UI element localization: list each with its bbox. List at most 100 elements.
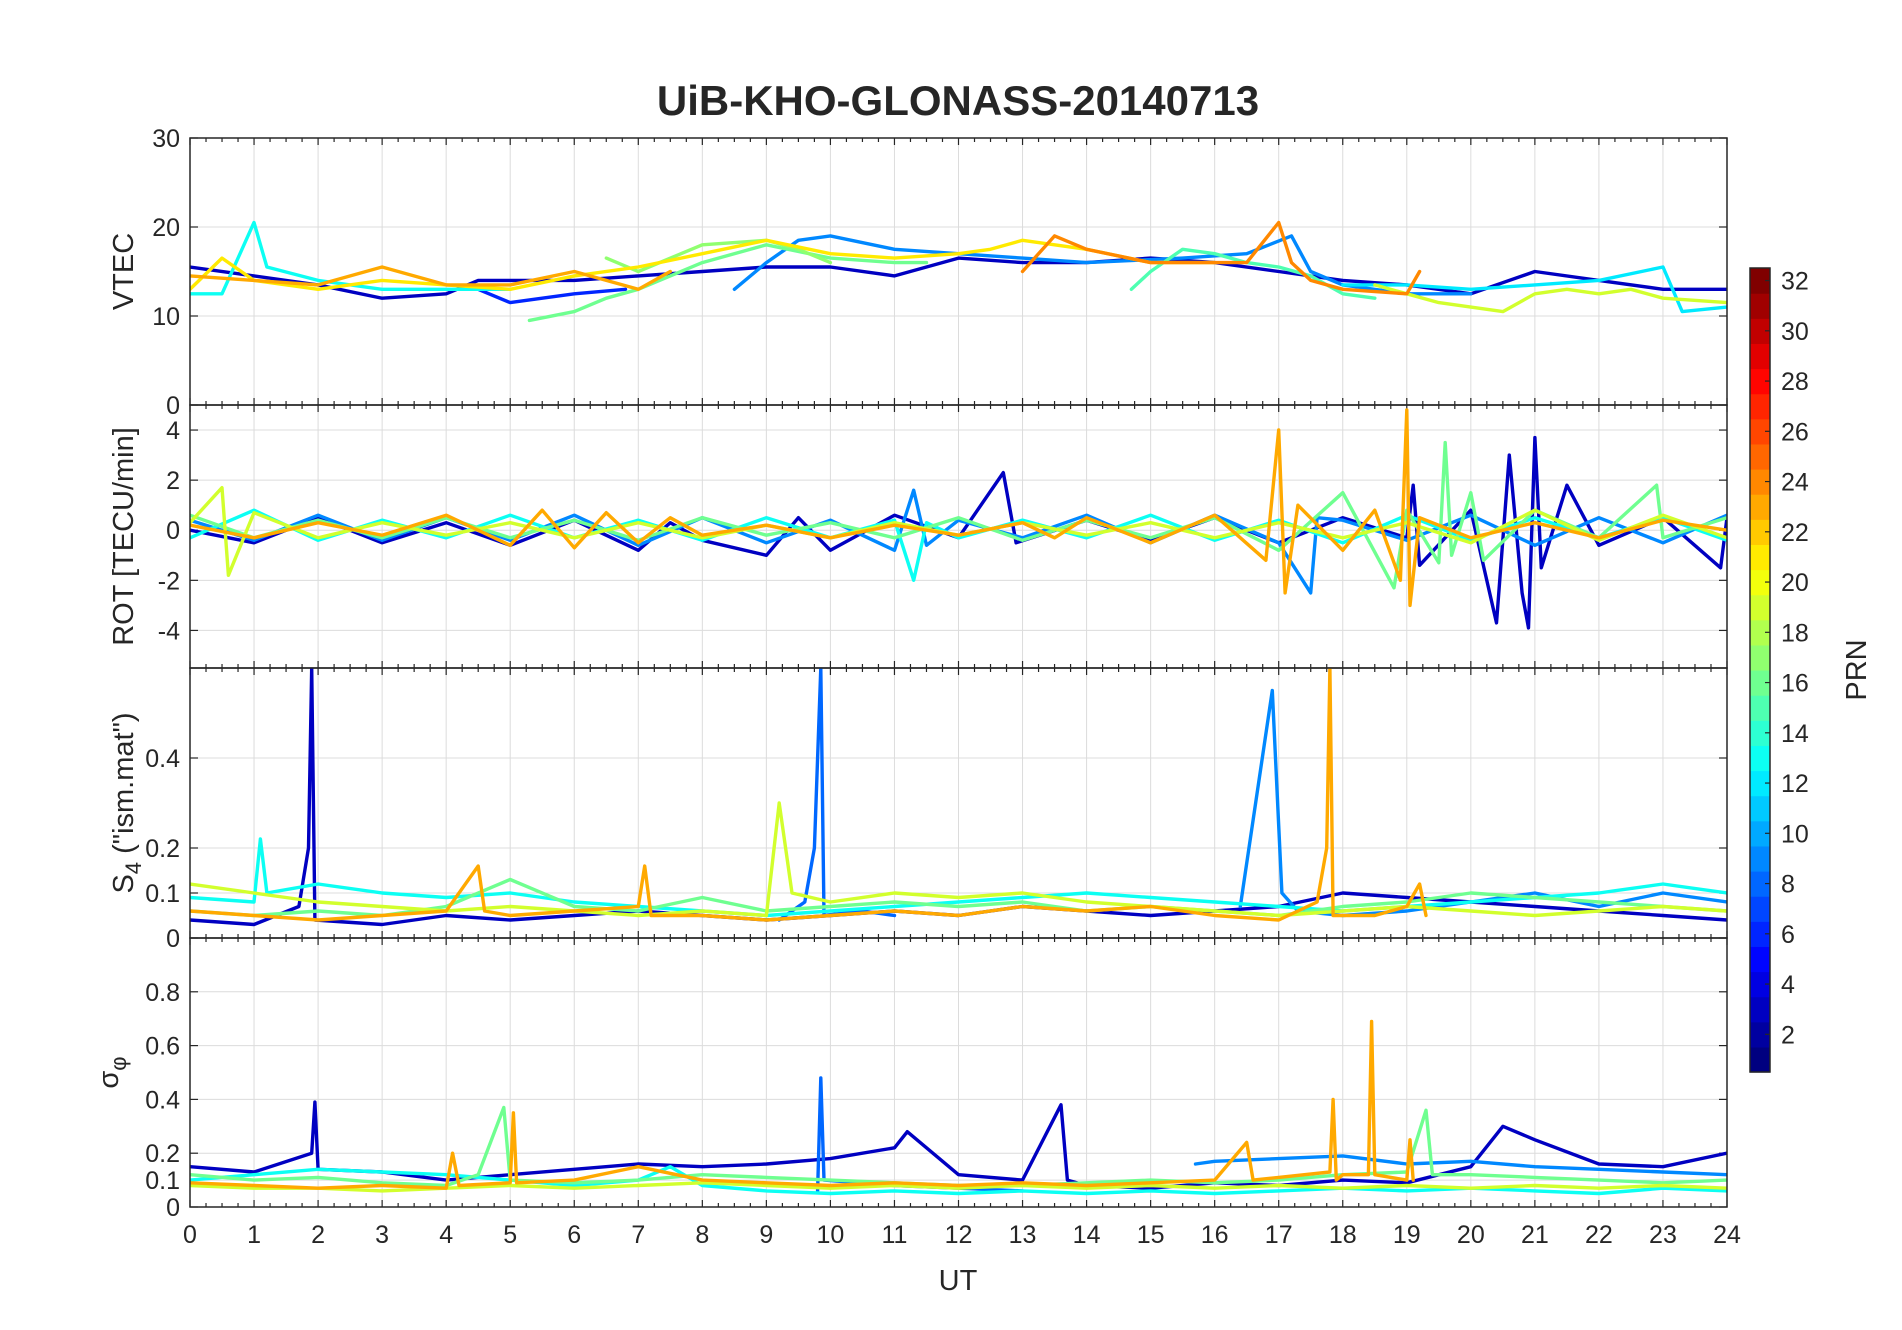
x-tick-label: 8	[695, 1221, 709, 1249]
y-tick-label: 0.2	[145, 835, 180, 863]
colorbar-segment	[1750, 418, 1770, 445]
series-line-prn-24	[1020, 220, 1422, 296]
colorbar-segment	[1750, 1021, 1770, 1048]
series-line-prn-9	[1193, 1154, 1727, 1177]
colorbar-label: PRN	[1841, 639, 1873, 700]
colorbar-tick-label: 12	[1781, 770, 1809, 798]
colorbar-tick-label: 14	[1781, 720, 1809, 748]
y-axis-label-subscript: 4	[121, 862, 146, 874]
y-axis-label: ROT [TECU/min]	[108, 427, 140, 646]
colorbar-segment	[1750, 720, 1770, 746]
colorbar-tick-label: 22	[1781, 519, 1809, 547]
colorbar-tick-label: 6	[1781, 921, 1795, 949]
y-axis-label-subscript: φ	[106, 1056, 131, 1070]
colorbar-segment	[1750, 644, 1770, 671]
y-tick-label: 0.1	[145, 1167, 180, 1195]
x-tick-label: 2	[311, 1221, 325, 1249]
x-axis-label: UT	[939, 1265, 978, 1297]
colorbar-segment	[1750, 368, 1770, 395]
x-tick-label: 7	[631, 1221, 645, 1249]
series-group	[190, 408, 1727, 630]
x-tick-label: 4	[439, 1221, 453, 1249]
x-tick-label: 12	[945, 1221, 973, 1249]
colorbar-segment	[1750, 745, 1770, 772]
y-tick-label: 0.4	[145, 745, 180, 773]
x-tick-label: 10	[817, 1221, 845, 1249]
y-tick-label: 20	[152, 214, 180, 242]
y-tick-label: 0.6	[145, 1033, 180, 1061]
colorbar-segment	[1750, 695, 1770, 721]
colorbar-segment	[1750, 871, 1770, 897]
series-line-prn-6	[476, 287, 628, 305]
colorbar-segment	[1750, 619, 1770, 646]
x-tick-label: 14	[1073, 1221, 1101, 1249]
panel-vtec: 0 10 20 30 VTEC	[108, 125, 1728, 420]
x-tick-label: 20	[1457, 1221, 1485, 1249]
colorbar-segment	[1750, 343, 1770, 370]
colorbar-segment	[1750, 795, 1770, 822]
y-tick-label: 10	[152, 303, 180, 331]
y-axis-label-base: σ	[93, 1071, 125, 1089]
chart-title: UiB-KHO-GLONASS-20140713	[657, 77, 1259, 124]
y-axis-label-base: S	[108, 874, 140, 893]
series-line-prn-16	[527, 243, 929, 323]
y-axis-label-suffix: ("ism.mat")	[108, 712, 140, 861]
series-group	[190, 1019, 1727, 1196]
colorbar-tick-label: 18	[1781, 619, 1809, 647]
colorbar-tick-label: 30	[1781, 318, 1809, 346]
x-tick-label: 18	[1329, 1221, 1357, 1249]
colorbar-tick-label: 10	[1781, 820, 1809, 848]
colorbar-segment	[1750, 443, 1770, 470]
series-line-prn-16	[190, 877, 1727, 918]
y-tick-label: 4	[166, 417, 180, 445]
series-line-prn-23	[190, 668, 1428, 922]
y-tick-label: 0.8	[145, 979, 180, 1007]
colorbar-segment	[1750, 494, 1770, 520]
colorbar-segment	[1750, 845, 1770, 872]
colorbar-segment	[1750, 946, 1770, 973]
colorbar-segment	[1750, 469, 1770, 495]
colorbar-frame	[1749, 267, 1771, 1073]
series-line-prn-13	[190, 220, 512, 296]
x-tick-label: 5	[503, 1221, 517, 1249]
colorbar-tick-label: 24	[1781, 469, 1809, 497]
colorbar-segment	[1750, 519, 1770, 545]
x-tick-label: 22	[1585, 1221, 1613, 1249]
series-line-prn-23	[190, 1019, 1415, 1190]
y-tick-label: 0	[166, 1194, 180, 1222]
series-line-prn-12	[1341, 265, 1727, 314]
series-line-prn-23	[190, 265, 672, 291]
colorbar-segment	[1750, 820, 1770, 847]
y-axis-label: S4 ("ism.mat")	[108, 712, 146, 893]
y-tick-label: 30	[152, 125, 180, 153]
series-line-prn-19	[190, 801, 1727, 918]
x-tick-label: 0	[183, 1221, 197, 1249]
colorbar-segment	[1750, 921, 1770, 947]
y-tick-label: 0	[166, 925, 180, 953]
panel-sigma-phi: 00.10.2 0.4 0.6 0.8 σφ	[93, 937, 1728, 1222]
x-tick-label: 17	[1265, 1221, 1293, 1249]
colorbar-segment	[1750, 544, 1770, 571]
colorbar-segment	[1750, 293, 1770, 319]
x-tick-labels: 0 1 2 3 4 5 6 7 8 9 10 11 12 13 14 15 16 17 18 19 20 21 22 23 24	[183, 1221, 1741, 1249]
series-line-prn-19	[1373, 283, 1727, 314]
series-line-prn-19	[190, 486, 1727, 577]
colorbar-tick-label: 20	[1781, 569, 1809, 597]
colorbar-segment	[1750, 896, 1770, 922]
y-tick-label: 0.1	[145, 880, 180, 908]
series-group	[190, 668, 1727, 927]
y-tick-label: 0	[166, 517, 180, 545]
x-tick-label: 21	[1521, 1221, 1549, 1249]
colorbar-segment	[1750, 268, 1770, 294]
colorbar-segment	[1750, 393, 1770, 420]
colorbar-tick-label: 2	[1781, 1021, 1795, 1049]
colorbar-tick-label: 32	[1781, 268, 1809, 296]
colorbar-tick-label: 26	[1781, 418, 1809, 446]
series-line-prn-13	[190, 837, 1727, 918]
x-tick-label: 6	[567, 1221, 581, 1249]
series-line-prn-9	[732, 234, 1473, 296]
colorbar-tick-label: 28	[1781, 368, 1809, 396]
